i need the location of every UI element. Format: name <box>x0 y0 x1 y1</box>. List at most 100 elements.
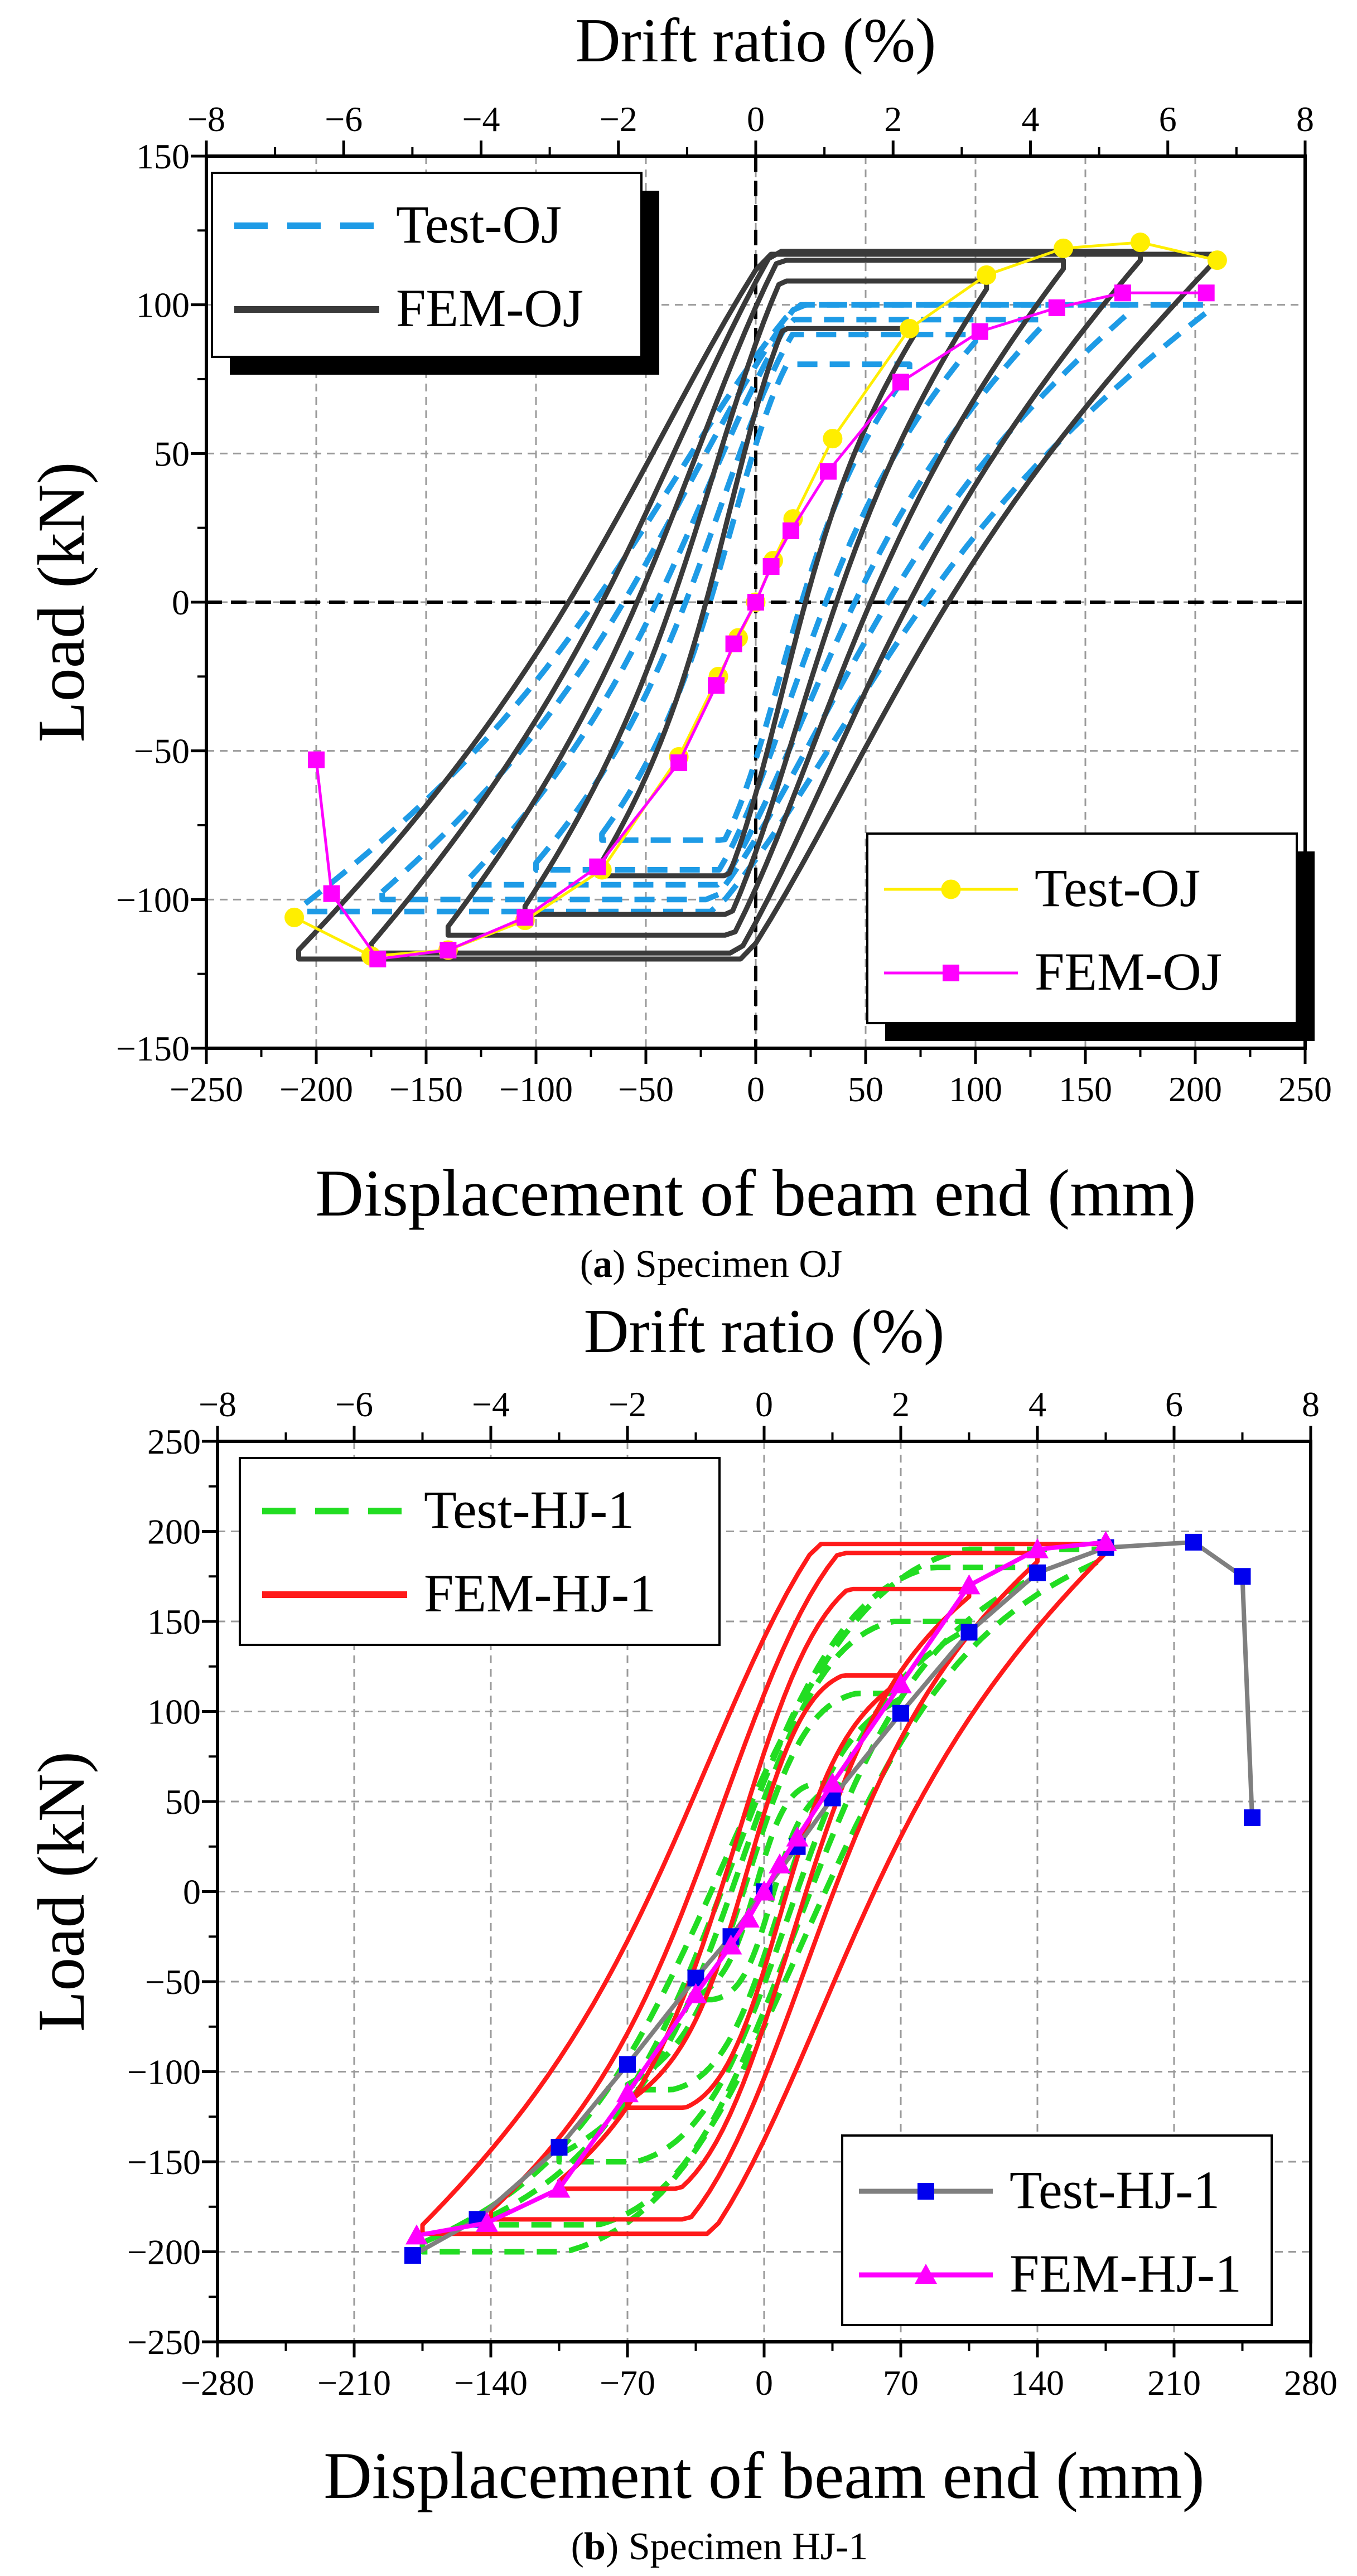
hysteresis-test-oj <box>302 302 1209 914</box>
x-tick-label: 200 <box>1168 1069 1222 1109</box>
y-tick-label: 200 <box>147 1512 201 1552</box>
data-point <box>737 1907 760 1928</box>
top-tick-label: 8 <box>1296 99 1314 139</box>
series-line <box>315 291 1206 961</box>
data-point <box>1054 238 1074 258</box>
top-axis-title: Drift ratio (%) <box>576 6 936 75</box>
top-tick-label: −4 <box>472 1384 510 1424</box>
data-point <box>670 754 688 771</box>
legend-label: Test-HJ-1 <box>1010 2160 1220 2220</box>
y-tick-label: −50 <box>145 1962 201 2002</box>
x-tick-label: 70 <box>883 2363 919 2403</box>
skeleton-fem-hj-1 <box>405 1531 1117 2245</box>
data-point <box>1197 284 1215 302</box>
data-point <box>589 858 606 875</box>
data-point <box>1026 1538 1049 1558</box>
top-tick-label: 4 <box>1022 99 1040 139</box>
data-point <box>823 429 843 449</box>
data-point <box>369 951 387 967</box>
hysteresis-loop <box>419 1546 1109 2255</box>
y-tick-label: −200 <box>127 2233 201 2272</box>
top-tick-label: −2 <box>600 99 638 139</box>
x-axis-title: Displacement of beam end (mm) <box>323 2438 1204 2512</box>
x-tick-label: −50 <box>618 1069 674 1109</box>
y-tick-label: 150 <box>147 1602 201 1642</box>
data-point <box>890 1673 912 1694</box>
data-point <box>1207 250 1227 270</box>
data-point <box>1094 1531 1117 1551</box>
top-tick-label: −8 <box>199 1384 236 1424</box>
x-tick-label: 0 <box>755 2363 773 2403</box>
x-tick-label: 210 <box>1147 2363 1201 2403</box>
x-tick-label: 100 <box>949 1069 1002 1109</box>
caption-letter: b <box>584 2525 606 2568</box>
top-tick-label: 2 <box>892 1384 910 1424</box>
data-point <box>308 751 325 768</box>
top-tick-label: −2 <box>609 1384 646 1424</box>
caption-paren-close: ) <box>612 1243 625 1286</box>
top-tick-label: 6 <box>1165 1384 1183 1424</box>
data-point <box>619 2056 636 2073</box>
y-tick-label: 150 <box>136 137 190 176</box>
legend-skeleton: Test-HJ-1 FEM-HJ-1 <box>841 2134 1273 2326</box>
top-tick-label: 0 <box>755 1384 773 1424</box>
data-point <box>1048 299 1065 316</box>
hysteresis-loop <box>445 258 1066 938</box>
data-point <box>900 318 920 338</box>
x-tick-label: 250 <box>1278 1069 1332 1109</box>
legend-label: FEM-HJ-1 <box>1010 2244 1242 2303</box>
data-point <box>820 463 837 480</box>
skeleton-fem-oj <box>308 284 1215 967</box>
y-axis-title: Load (kN) <box>24 462 98 742</box>
x-tick-label: −280 <box>181 2363 254 2403</box>
data-point <box>516 909 534 926</box>
x-axis-title: Displacement of beam end (mm) <box>315 1156 1196 1230</box>
y-tick-label: −100 <box>127 2052 201 2092</box>
x-tick-label: 0 <box>747 1069 765 1109</box>
data-point <box>821 1772 844 1793</box>
legend-label: FEM-OJ <box>1035 942 1222 1001</box>
data-point <box>786 1826 809 1847</box>
top-tick-label: −6 <box>335 1384 373 1424</box>
data-point <box>971 323 988 340</box>
top-tick-label: 8 <box>1302 1384 1320 1424</box>
series-line <box>412 1539 1254 2258</box>
data-point <box>548 2177 571 2198</box>
hysteresis-loop <box>557 1586 972 2191</box>
data-point <box>725 635 742 652</box>
y-tick-label: 50 <box>165 1782 201 1822</box>
y-tick-label: −150 <box>127 2142 201 2182</box>
data-point <box>1114 284 1131 302</box>
legend-loops: Test-OJ FEM-OJ <box>211 172 659 375</box>
data-point <box>1131 233 1150 253</box>
x-tick-label: 150 <box>1059 1069 1112 1109</box>
panel-b: −280 −210 −140 −70 0 70 140 210 280−250−200−150−… <box>24 1297 1337 2568</box>
data-point <box>440 942 457 958</box>
y-tick-label: 250 <box>147 1422 201 1461</box>
data-point <box>284 907 305 927</box>
caption-text: Specimen OJ <box>625 1243 842 1286</box>
x-tick-label: −200 <box>279 1069 353 1109</box>
top-tick-label: 2 <box>884 99 902 139</box>
data-point <box>1244 1809 1261 1827</box>
data-point <box>917 2183 934 2200</box>
data-point <box>719 1934 742 1955</box>
x-tick-label: −70 <box>600 2363 655 2403</box>
caption-paren-open: ( <box>571 2525 584 2568</box>
legend-box <box>841 2134 1273 2326</box>
x-tick-label: −100 <box>499 1069 573 1109</box>
data-point <box>323 885 340 902</box>
hysteresis-loop <box>489 1551 1040 2222</box>
legend-label: FEM-HJ-1 <box>424 1563 656 1623</box>
x-tick-label: −250 <box>170 1069 243 1109</box>
data-point <box>404 2246 421 2264</box>
top-tick-label: 0 <box>747 99 765 139</box>
caption-paren-open: ( <box>580 1243 593 1286</box>
legend-box <box>239 1457 721 1646</box>
top-axis-title: Drift ratio (%) <box>584 1297 945 1366</box>
y-tick-label: −150 <box>116 1029 190 1068</box>
x-tick-label: −210 <box>317 2363 391 2403</box>
legend-skeleton: Test-OJ FEM-OJ <box>866 832 1315 1041</box>
caption-paren-close: ) <box>606 2525 619 2568</box>
